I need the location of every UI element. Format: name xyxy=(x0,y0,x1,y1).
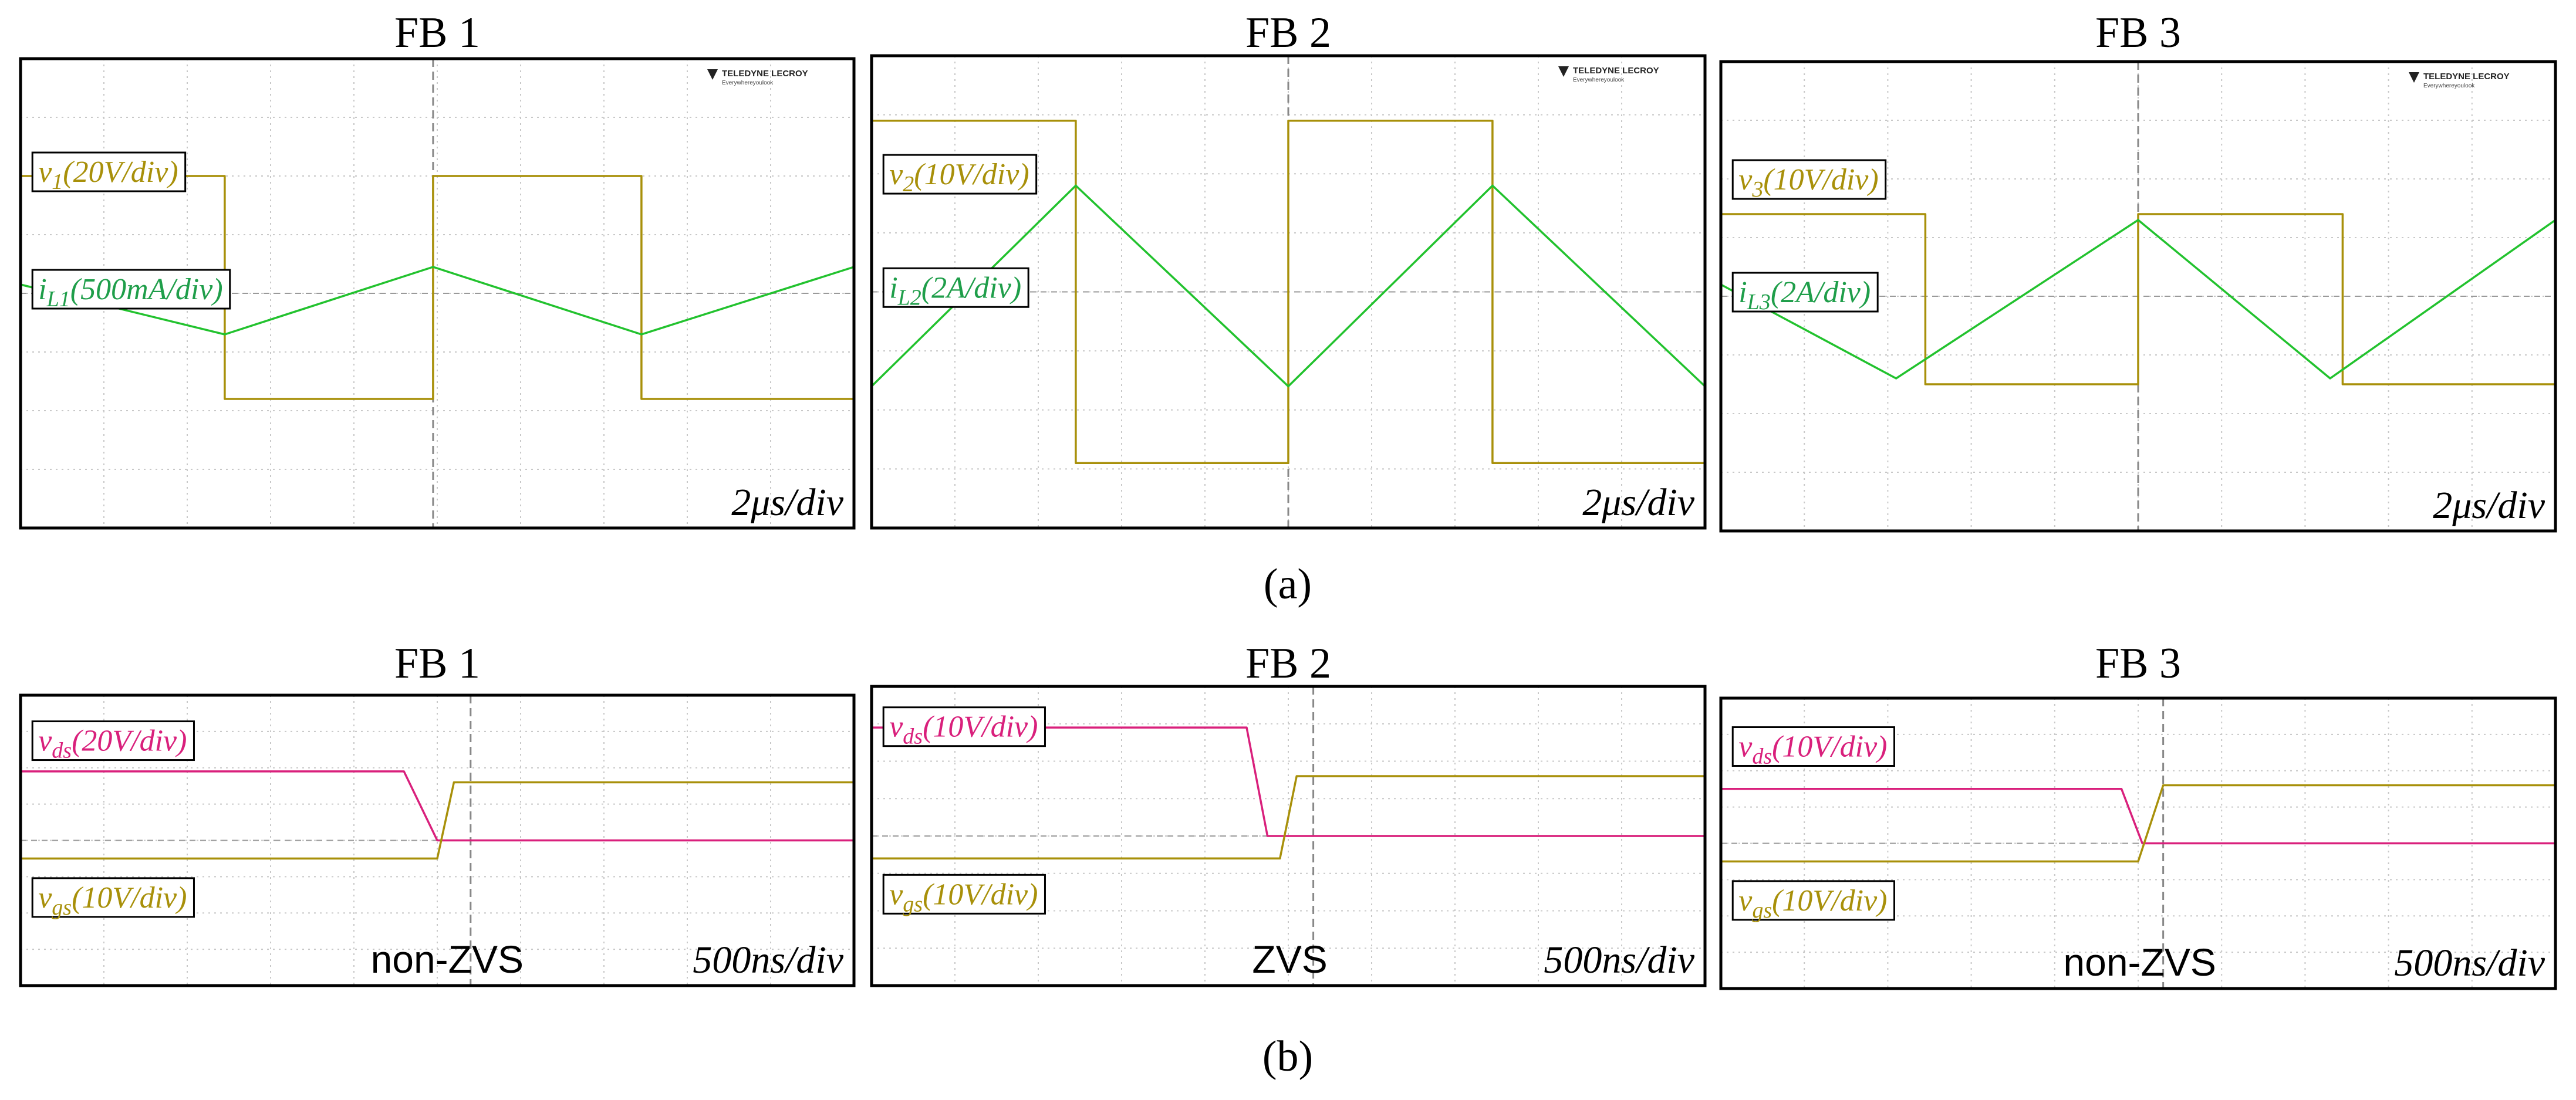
time-per-div: 2μs/div xyxy=(1582,481,1694,524)
trace-vgs xyxy=(872,775,1705,860)
panel-title: FB 3 xyxy=(2095,639,2181,688)
channel-label-box xyxy=(1731,272,1879,313)
trace-vds xyxy=(872,726,1705,837)
channel-label-text: vds(10V/div) xyxy=(1738,730,1887,769)
channel-label-box xyxy=(31,877,195,918)
logo-mark-icon xyxy=(707,69,718,80)
channel-label-text: vgs(10V/div) xyxy=(1738,884,1887,923)
scope-frame xyxy=(870,685,1707,987)
scope-panel-a1: FB 1 v1(20V/div) iL1(500mA/div) 2μs/div TELE… xyxy=(19,9,856,530)
channel-label: vds(20V/div) xyxy=(31,720,195,763)
scope-frame xyxy=(870,54,1707,530)
switching-note: ZVS xyxy=(1252,937,1327,981)
time-per-div: 500ns/div xyxy=(2394,942,2545,984)
time-per-div: 500ns/div xyxy=(1544,939,1694,981)
time-per-div: 2μs/div xyxy=(2433,484,2545,527)
scope-panel-b1: FB 1 vds(20V/div) vgs(10V/div) 500ns/div non… xyxy=(19,639,856,987)
scope-panel-b3: FB 3 vds(10V/div) vgs(10V/div) 500ns/div non… xyxy=(1719,639,2557,990)
channel-label-text: vds(10V/div) xyxy=(889,710,1038,749)
scope-frame xyxy=(1719,60,2557,533)
trace-v2 xyxy=(872,119,1705,465)
scope-panel-a2: FB 2 v2(10V/div) iL2(2A/div) 2μs/div TELEDYN… xyxy=(870,9,1707,530)
panel-title: FB 1 xyxy=(394,9,480,57)
channel-label-text: v1(20V/div) xyxy=(38,155,178,194)
channel-label-text: iL3(2A/div) xyxy=(1738,276,1871,314)
channel-label-text: iL2(2A/div) xyxy=(889,271,1021,310)
trace-vds xyxy=(1721,787,2555,845)
logo-brand: TELEDYNE LECROY xyxy=(722,69,808,79)
scope-panel-b2: FB 2 vds(10V/div) vgs(10V/div) 500ns/div ZVS xyxy=(870,639,1707,987)
logo-tagline: Everywhereyoulook xyxy=(2423,83,2475,89)
channel-label: iL3(2A/div) xyxy=(1731,272,1879,314)
caption-b: (b) xyxy=(1262,1033,1313,1081)
scope-frame xyxy=(19,693,856,987)
channel-label: v1(20V/div) xyxy=(31,151,187,194)
panel-title: FB 1 xyxy=(394,639,480,688)
channel-label: vgs(10V/div) xyxy=(882,874,1046,916)
logo-mark-icon xyxy=(1558,66,1569,77)
switching-note: non-ZVS xyxy=(2063,940,2216,984)
trace-iL3 xyxy=(1720,219,2557,380)
channel-label-box xyxy=(1731,880,1895,921)
channel-label: vgs(10V/div) xyxy=(1731,880,1895,923)
logo-mark-icon xyxy=(2409,72,2419,83)
logo-brand: TELEDYNE LECROY xyxy=(1573,66,1659,76)
time-per-div: 500ns/div xyxy=(693,939,843,981)
caption-a: (a) xyxy=(1264,560,1312,608)
channel-label-box xyxy=(31,269,231,310)
trace-iL1 xyxy=(20,266,855,336)
panel-title: FB 2 xyxy=(1245,639,1331,688)
channel-label-text: v2(10V/div) xyxy=(889,158,1029,197)
channel-label: vds(10V/div) xyxy=(1731,726,1895,769)
trace-iL2 xyxy=(870,184,1706,388)
channel-label-box xyxy=(1731,726,1895,767)
switching-note: non-ZVS xyxy=(371,937,524,981)
channel-label: iL1(500mA/div) xyxy=(31,269,231,312)
panel-title: FB 2 xyxy=(1245,9,1331,57)
channel-label-text: vgs(10V/div) xyxy=(38,881,187,920)
channel-label-box xyxy=(882,706,1046,747)
logo-brand: TELEDYNE LECROY xyxy=(2423,72,2510,82)
trace-v1 xyxy=(21,175,854,400)
trace-vgs xyxy=(1721,784,2555,863)
logo-tagline: Everywhereyoulook xyxy=(1573,77,1625,83)
channel-label-box xyxy=(882,267,1029,308)
logo-tagline: Everywhereyoulook xyxy=(722,80,774,86)
channel-label-text: vgs(10V/div) xyxy=(889,878,1038,916)
channel-label-text: v3(10V/div) xyxy=(1738,163,1878,202)
trace-vds xyxy=(21,770,854,842)
time-per-div: 2μs/div xyxy=(731,481,843,524)
channel-label-box xyxy=(31,720,195,761)
panel-title: FB 3 xyxy=(2095,9,2181,57)
channel-label: vds(10V/div) xyxy=(882,706,1046,749)
channel-label-box xyxy=(882,874,1046,915)
scope-frame xyxy=(19,57,856,530)
trace-vgs xyxy=(21,781,854,860)
channel-label-text: iL1(500mA/div) xyxy=(38,273,223,312)
channel-label-box xyxy=(1731,159,1887,200)
channel-label-box xyxy=(31,151,187,192)
scope-panel-a3: FB 3 v3(10V/div) iL3(2A/div) 2μs/div TELEDYN… xyxy=(1719,9,2557,533)
channel-label: v3(10V/div) xyxy=(1731,159,1887,202)
channel-label: iL2(2A/div) xyxy=(882,267,1029,310)
channel-label: v2(10V/div) xyxy=(882,154,1038,197)
scope-frame xyxy=(1719,696,2557,990)
channel-label-text: vds(20V/div) xyxy=(38,725,187,763)
trace-v3 xyxy=(1721,213,2555,385)
channel-label: vgs(10V/div) xyxy=(31,877,195,920)
channel-label-box xyxy=(882,154,1038,195)
